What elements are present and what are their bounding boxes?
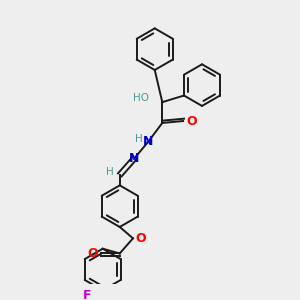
Text: HO: HO [134, 93, 149, 103]
Text: O: O [135, 232, 146, 245]
Text: H: H [106, 167, 114, 177]
Text: F: F [83, 289, 92, 300]
Text: O: O [186, 115, 197, 128]
Text: N: N [129, 152, 139, 165]
Text: N: N [143, 135, 153, 148]
Text: H: H [135, 134, 142, 144]
Text: O: O [87, 247, 98, 260]
